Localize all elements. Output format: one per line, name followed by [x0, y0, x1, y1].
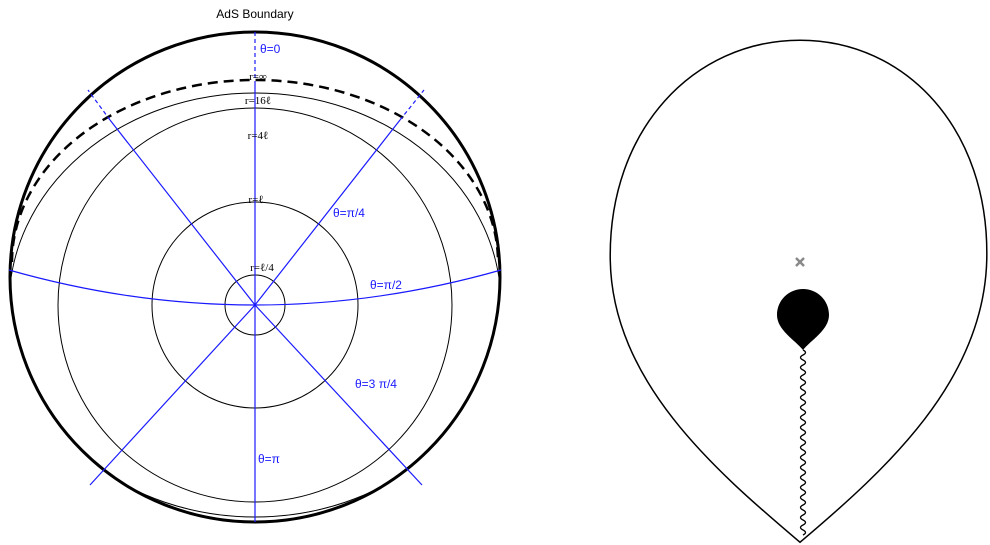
diagram: AdS Boundary r=∞ r=16ℓ r=4ℓ r=ℓ r=ℓ/4 θ=…	[0, 0, 990, 545]
ray-m3pi4	[90, 305, 255, 485]
angle-label: θ=π	[258, 452, 280, 466]
angle-label: θ=π/4	[333, 206, 365, 220]
radius-label: r=16ℓ	[245, 95, 271, 107]
ray-3pi4	[255, 305, 422, 485]
right-diagram	[612, 42, 985, 540]
radius-label: r=ℓ/4	[250, 262, 274, 274]
angle-label: θ=3 π/4	[355, 377, 397, 391]
boundary-label: AdS Boundary	[216, 7, 293, 21]
angle-label: θ=0	[260, 42, 281, 56]
ray-mpi4-dashed	[88, 90, 110, 120]
radius-label: r=ℓ	[248, 194, 263, 206]
radius-label: r=4ℓ	[248, 130, 269, 142]
angle-label: θ=π/2	[370, 278, 402, 292]
ray-mpi4	[110, 120, 255, 305]
radius-label: r=∞	[249, 71, 267, 83]
